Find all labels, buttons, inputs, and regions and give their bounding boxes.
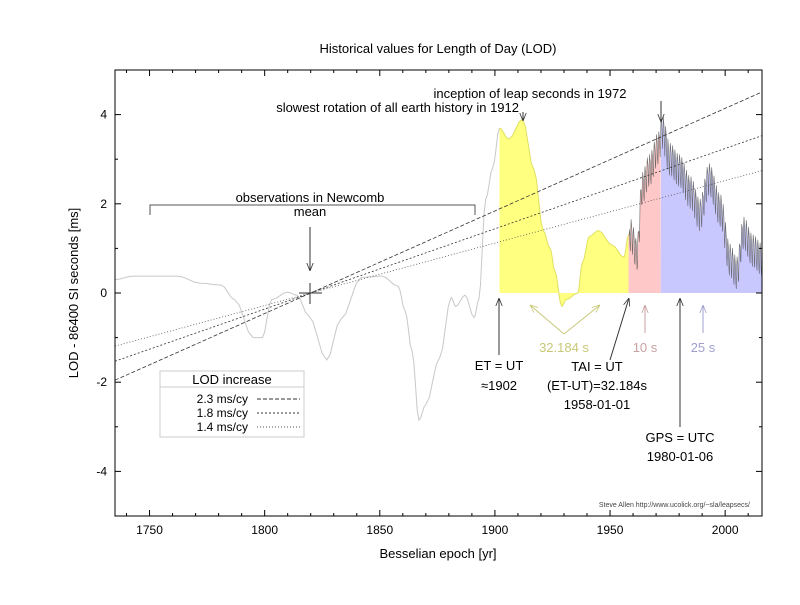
annotation-newcomb: observations in Newcomb bbox=[236, 190, 385, 205]
annotation-25s: 25 s bbox=[691, 340, 716, 355]
annotation-mean: mean bbox=[294, 204, 327, 219]
region-etut bbox=[499, 119, 629, 307]
x-tick-label: 1950 bbox=[597, 523, 624, 537]
mean-cross bbox=[299, 283, 322, 304]
legend-title: LOD increase bbox=[192, 372, 271, 387]
trend-line-2.3 bbox=[114, 91, 763, 381]
annotation-1958: 1958-01-01 bbox=[564, 397, 631, 412]
y-axis-label: LOD - 86400 SI seconds [ms] bbox=[66, 208, 81, 379]
x-tick-label: 1750 bbox=[136, 523, 163, 537]
annotation-et-ut: ET = UT bbox=[475, 358, 524, 373]
trend-line-1.4 bbox=[114, 170, 763, 347]
chart-title: Historical values for Length of Day (LOD… bbox=[320, 41, 557, 56]
lod-curve-et bbox=[499, 118, 630, 308]
arrow-tai bbox=[609, 298, 629, 361]
annotation-1980: 1980-01-06 bbox=[647, 449, 714, 464]
legend-box bbox=[159, 370, 305, 438]
annotation-32s: 32.184 s bbox=[539, 340, 589, 355]
legend-label-1.4: 1.4 ms/cy bbox=[197, 420, 248, 434]
arrow-32s-right bbox=[563, 305, 600, 335]
legend-label-2.3: 2.3 ms/cy bbox=[197, 392, 248, 406]
y-tick-label: 2 bbox=[100, 197, 107, 211]
x-axis-label: Besselian epoch [yr] bbox=[379, 546, 496, 561]
annotation-slowest: slowest rotation of all earth history in… bbox=[276, 100, 519, 115]
region-gps bbox=[660, 115, 762, 294]
arrow-32s-left bbox=[530, 305, 565, 335]
annotations: inception of leap seconds in 1972 slowes… bbox=[149, 86, 716, 464]
annotation-10s: 10 s bbox=[633, 340, 658, 355]
annotation-tai: TAI = UT bbox=[571, 359, 622, 374]
lod-curve-historical bbox=[114, 127, 500, 422]
lod-curve-modern bbox=[628, 115, 763, 289]
y-tick-label: -2 bbox=[96, 375, 107, 389]
legend-label-1.8: 1.8 ms/cy bbox=[197, 406, 248, 420]
annotation-1902: ≈1902 bbox=[481, 378, 517, 393]
x-tick-label: 1850 bbox=[366, 523, 393, 537]
annotation-et-ut-diff: (ET-UT)=32.184s bbox=[547, 378, 648, 393]
newcomb-bracket bbox=[149, 204, 476, 215]
legend: LOD increase 2.3 ms/cy 1.8 ms/cy 1.4 ms/… bbox=[159, 370, 305, 438]
y-tick-label: 0 bbox=[100, 286, 107, 300]
x-tick-label: 2000 bbox=[712, 523, 739, 537]
y-tick-label: 4 bbox=[100, 108, 107, 122]
x-tick-label: 1800 bbox=[251, 523, 278, 537]
x-tick-label: 1900 bbox=[482, 523, 509, 537]
axis-ticks: 1750 1800 1850 1900 1950 2000 -4 -2 0 2 4 bbox=[96, 70, 762, 537]
y-tick-label: -4 bbox=[96, 464, 107, 478]
credit: Steve Allen http://www.ucolick.org/~sla/… bbox=[599, 502, 750, 509]
annotation-leap-seconds: inception of leap seconds in 1972 bbox=[434, 86, 627, 101]
annotation-gps: GPS = UTC bbox=[646, 430, 715, 445]
trend-lines bbox=[114, 91, 763, 381]
curves bbox=[114, 115, 763, 422]
